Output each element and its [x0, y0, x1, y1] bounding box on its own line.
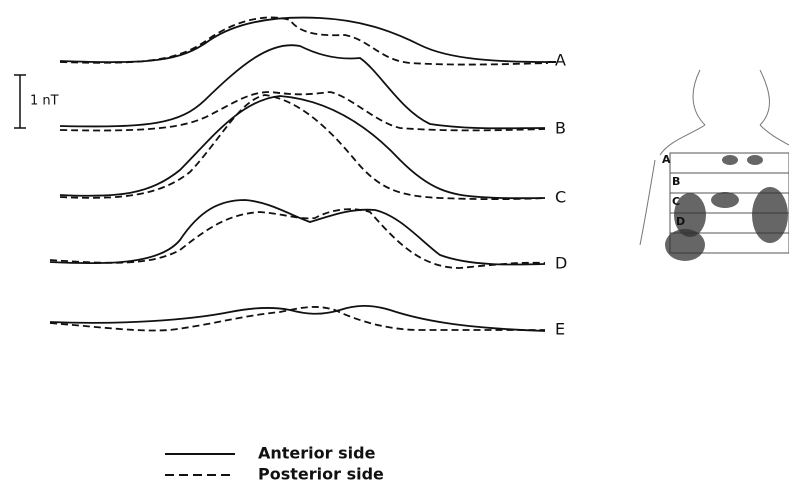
- torso-label: D: [676, 215, 685, 228]
- legend-label: Posterior side: [258, 465, 384, 484]
- torso-label: A: [662, 153, 671, 166]
- legend: Anterior side Posterior side: [165, 444, 384, 484]
- trace-a: [59, 16, 556, 66]
- scale-label: 1 nT: [30, 94, 59, 109]
- torso-label: B: [672, 175, 680, 188]
- trace-b: [59, 44, 546, 132]
- trace-d: [49, 199, 546, 269]
- trace-c: [59, 94, 546, 201]
- trace-label: C: [555, 188, 566, 207]
- torso-sketch: [639, 69, 789, 261]
- trace-label: D: [555, 254, 567, 273]
- trace-label: A: [555, 51, 566, 70]
- legend-label: Anterior side: [258, 444, 376, 463]
- torso-label: C: [672, 195, 680, 208]
- trace-e: [49, 304, 546, 332]
- scale-bar: [14, 74, 26, 129]
- trace-label: E: [555, 320, 565, 339]
- trace-label: B: [555, 119, 566, 138]
